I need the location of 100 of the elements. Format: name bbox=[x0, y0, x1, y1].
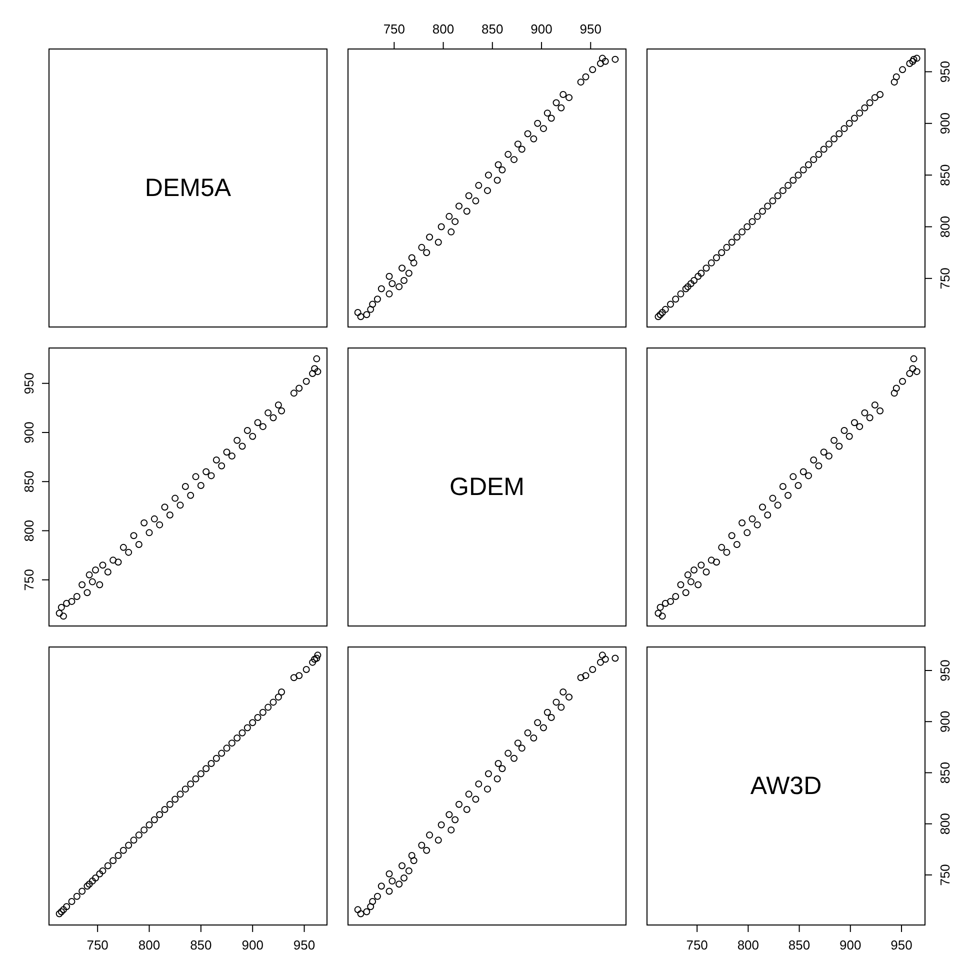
point bbox=[278, 688, 286, 696]
point bbox=[472, 197, 480, 204]
point bbox=[290, 674, 298, 682]
point bbox=[434, 238, 442, 246]
point bbox=[156, 521, 164, 528]
point bbox=[708, 556, 715, 564]
point bbox=[363, 908, 370, 916]
point bbox=[656, 604, 664, 611]
point bbox=[906, 370, 914, 378]
point bbox=[249, 432, 256, 440]
point bbox=[396, 880, 403, 888]
point bbox=[794, 482, 802, 490]
point bbox=[68, 898, 76, 905]
point bbox=[582, 73, 590, 80]
point bbox=[140, 826, 148, 834]
point bbox=[423, 846, 430, 854]
point bbox=[386, 290, 393, 298]
point bbox=[764, 511, 772, 518]
point bbox=[367, 306, 374, 313]
x-tick-label: 800 bbox=[138, 938, 160, 952]
point bbox=[560, 90, 567, 98]
point bbox=[544, 708, 551, 716]
point bbox=[684, 571, 692, 578]
point bbox=[866, 99, 874, 106]
point bbox=[850, 419, 858, 426]
point bbox=[125, 842, 132, 849]
point bbox=[738, 228, 746, 236]
point bbox=[748, 218, 756, 226]
point bbox=[120, 846, 127, 854]
point bbox=[408, 852, 416, 859]
point bbox=[438, 821, 445, 828]
point bbox=[228, 452, 236, 460]
point bbox=[552, 99, 560, 106]
point bbox=[212, 456, 220, 464]
point bbox=[208, 760, 215, 768]
point bbox=[84, 589, 91, 596]
point bbox=[249, 719, 256, 726]
point bbox=[708, 259, 715, 266]
point bbox=[386, 888, 393, 895]
point bbox=[524, 130, 532, 138]
point bbox=[504, 750, 512, 757]
point bbox=[84, 882, 91, 890]
point bbox=[667, 300, 674, 308]
point bbox=[60, 612, 67, 620]
point bbox=[589, 666, 596, 673]
point bbox=[723, 548, 730, 556]
x-tick-label: 750 bbox=[86, 938, 108, 952]
point bbox=[494, 775, 501, 782]
point bbox=[890, 390, 898, 397]
point bbox=[140, 519, 148, 526]
y-tick-label: 900 bbox=[938, 710, 952, 732]
point bbox=[423, 249, 430, 256]
point bbox=[682, 285, 690, 292]
y-tick-label: 950 bbox=[938, 660, 952, 682]
point bbox=[744, 529, 751, 536]
point bbox=[398, 264, 406, 272]
y-tick-label: 750 bbox=[22, 568, 36, 591]
point bbox=[892, 73, 900, 80]
point bbox=[534, 719, 542, 726]
point bbox=[354, 309, 362, 316]
point bbox=[718, 249, 726, 256]
point bbox=[846, 432, 853, 440]
point bbox=[498, 765, 506, 772]
point bbox=[612, 56, 619, 63]
point bbox=[876, 407, 884, 414]
point bbox=[784, 492, 792, 499]
point bbox=[518, 744, 526, 752]
point bbox=[804, 161, 812, 168]
y-tick-label: 800 bbox=[22, 520, 36, 542]
x-tick-label: 950 bbox=[293, 938, 316, 952]
point bbox=[552, 698, 560, 706]
point bbox=[438, 223, 445, 230]
point bbox=[498, 166, 506, 174]
point bbox=[274, 694, 282, 701]
point bbox=[899, 378, 906, 385]
point bbox=[125, 548, 132, 556]
point bbox=[596, 658, 604, 666]
point bbox=[400, 276, 408, 284]
point bbox=[223, 448, 230, 456]
point bbox=[313, 654, 320, 662]
point bbox=[388, 878, 396, 885]
point bbox=[63, 600, 70, 607]
point bbox=[354, 906, 362, 914]
point bbox=[378, 882, 385, 890]
point bbox=[302, 666, 310, 673]
point bbox=[820, 146, 828, 153]
point bbox=[448, 826, 455, 834]
point bbox=[88, 878, 96, 885]
point bbox=[374, 892, 381, 900]
point bbox=[800, 468, 807, 476]
text: AW3D bbox=[750, 772, 822, 800]
point bbox=[698, 270, 705, 277]
point bbox=[602, 58, 609, 65]
point bbox=[790, 473, 797, 480]
point bbox=[577, 674, 584, 682]
point bbox=[270, 414, 277, 422]
point bbox=[913, 54, 920, 62]
point bbox=[314, 652, 322, 659]
point bbox=[274, 401, 282, 408]
point bbox=[530, 135, 538, 142]
